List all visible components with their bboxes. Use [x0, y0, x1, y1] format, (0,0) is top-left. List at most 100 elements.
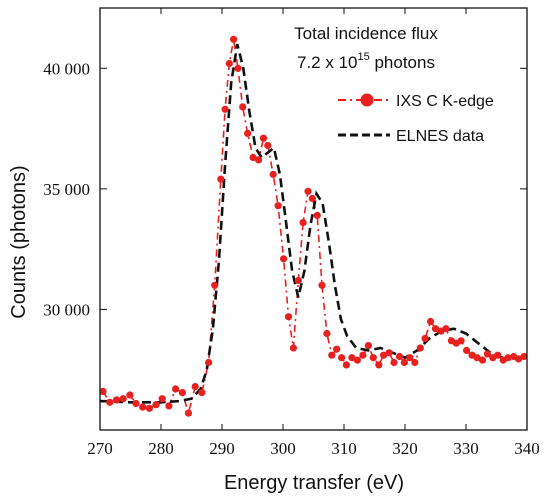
- series-ixs-point: [205, 358, 213, 367]
- series-ixs-point: [463, 346, 471, 354]
- y-axis-title: Counts (photons): [8, 165, 30, 318]
- series-ixs-point: [165, 402, 173, 410]
- series-ixs-point: [280, 255, 288, 263]
- series-ixs-point: [473, 354, 481, 362]
- y-tick-label: 35 000: [43, 180, 90, 199]
- series-ixs-point: [269, 170, 277, 178]
- annotation-flux-exponent: 15: [358, 51, 370, 63]
- series-ixs-point: [342, 361, 350, 369]
- series-ixs-point: [152, 401, 160, 409]
- series-ixs-point: [494, 351, 502, 359]
- series-ixs-point: [400, 358, 408, 367]
- series-ixs-point: [353, 356, 361, 364]
- series-ixs-point: [178, 389, 186, 397]
- annotation-flux-unit: photons: [370, 53, 435, 72]
- series-ixs-point: [375, 361, 383, 369]
- series-ixs-point: [221, 105, 229, 113]
- x-axis-title: Energy transfer (eV): [224, 472, 404, 494]
- series-ixs-point: [158, 395, 166, 403]
- series-ixs-point: [119, 395, 127, 403]
- series-ixs-point: [406, 354, 414, 362]
- series-ixs-point: [328, 351, 336, 359]
- series-ixs-point: [478, 356, 487, 364]
- series-ixs-point: [191, 383, 199, 391]
- series-ixs-point: [284, 313, 293, 321]
- series-ixs-point: [390, 358, 398, 367]
- annotation-flux-mantissa: 7.2 x 10: [297, 53, 358, 72]
- legend-swatch-ixs-marker: [360, 93, 374, 107]
- series-ixs-point: [431, 325, 440, 333]
- x-tick-label: 270: [87, 439, 113, 458]
- series-ixs-point: [333, 345, 341, 353]
- series-ixs-point: [338, 354, 346, 362]
- series-ixs-point: [217, 175, 225, 183]
- x-tick-label: 320: [392, 439, 418, 458]
- series-ixs-point: [442, 325, 450, 333]
- y-tick-label: 30 000: [43, 300, 90, 319]
- series-ixs-point: [427, 317, 435, 326]
- series-ixs-point: [225, 59, 233, 68]
- series-ixs-point: [380, 351, 388, 359]
- series-ixs-point: [198, 389, 206, 397]
- series-ixs-point: [106, 398, 114, 406]
- plot-frame: [99, 7, 528, 431]
- series-ixs-point: [255, 156, 263, 164]
- series-ixs-point: [514, 355, 523, 363]
- series-ixs-point: [184, 409, 192, 417]
- legend-label-elnes: ELNES data: [396, 128, 484, 145]
- series-ixs-point: [234, 64, 242, 72]
- series-ixs-point: [385, 349, 393, 357]
- series-ixs-point: [323, 329, 331, 338]
- series-ixs-point: [304, 187, 312, 195]
- series-ixs-point: [411, 358, 419, 367]
- series-ixs-point: [299, 219, 307, 227]
- series-ixs-point: [457, 337, 465, 345]
- x-tick-label: 330: [453, 439, 479, 458]
- annotation-flux-line2: 7.2 x 1015 photons: [297, 51, 435, 72]
- series-ixs-point: [126, 391, 134, 399]
- x-tick-label: 310: [331, 439, 357, 458]
- legend: IXS C K-edge ELNES data: [338, 93, 494, 145]
- series-ixs-point: [132, 399, 140, 408]
- x-tick-label: 290: [209, 439, 235, 458]
- series-ixs-point: [145, 404, 153, 412]
- series-ixs-point: [289, 344, 297, 352]
- series-ixs-point: [294, 276, 302, 285]
- y-tick-label: 40 000: [43, 59, 90, 78]
- series-ixs-point: [416, 344, 424, 352]
- series-ixs-point: [211, 281, 219, 289]
- series-ixs-point: [318, 281, 326, 289]
- series-ixs-point: [504, 354, 512, 362]
- series-ixs-point: [359, 351, 367, 359]
- series-ixs-point: [259, 134, 268, 142]
- x-tick-label: 300: [270, 439, 296, 458]
- series-ixs-point: [139, 403, 147, 411]
- series-ixs-point: [395, 352, 404, 361]
- x-tick-label: 280: [148, 439, 174, 458]
- series-ixs-point: [99, 387, 107, 395]
- series-ixs-point: [421, 334, 429, 342]
- series-ixs-point: [239, 103, 247, 111]
- series-layer: [99, 35, 528, 417]
- series-elnes-line: [99, 43, 528, 404]
- series-ixs-point: [308, 194, 316, 203]
- series-ixs-point: [313, 211, 321, 219]
- series-ixs-point: [483, 350, 491, 358]
- legend-label-ixs: IXS C K-edge: [396, 93, 494, 110]
- series-ixs-point: [348, 354, 356, 362]
- series-ixs-point: [264, 141, 272, 150]
- series-ixs-point: [369, 354, 377, 362]
- series-ixs-point: [520, 352, 528, 361]
- series-ixs-point: [274, 202, 282, 210]
- annotation-flux-line1: Total incidence flux: [294, 24, 438, 43]
- x-tick-label: 340: [514, 439, 540, 458]
- series-ixs-point: [249, 153, 257, 162]
- series-ixs-point: [364, 342, 372, 350]
- series-ixs-point: [244, 129, 252, 137]
- axis-ticks: 270 280 290 300 310 320 330 340 30 000 35 000 40 0…: [43, 8, 540, 458]
- series-ixs-point: [112, 396, 121, 404]
- series-ixs-point: [172, 385, 180, 393]
- series-ixs-point: [230, 35, 238, 43]
